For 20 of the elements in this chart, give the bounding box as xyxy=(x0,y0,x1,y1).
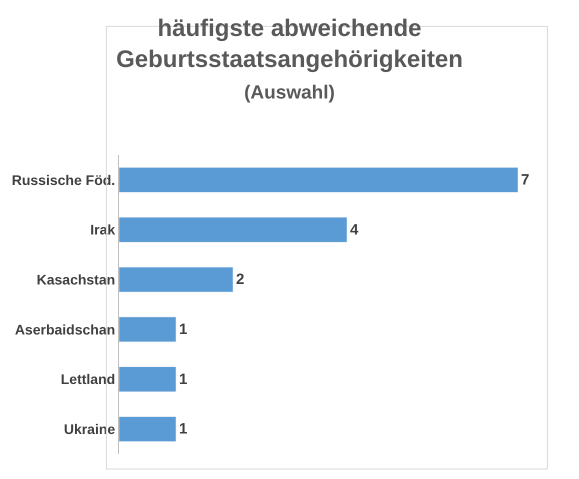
y-tick-label: Aserbaidschan xyxy=(14,321,116,338)
bar xyxy=(119,217,348,242)
bar xyxy=(119,167,518,193)
y-tick-label: Irak xyxy=(90,222,116,238)
y-tick-label: Lettland xyxy=(60,371,116,388)
data-label: 1 xyxy=(179,420,188,438)
data-label: 1 xyxy=(179,370,188,388)
bar xyxy=(119,366,176,392)
y-tick-label: Kasachstan xyxy=(36,271,116,288)
data-label: 1 xyxy=(179,320,188,338)
data-label: 4 xyxy=(350,221,359,238)
chart-subtitle: (Auswahl) xyxy=(244,82,335,104)
bar xyxy=(119,266,234,292)
y-tick-label: Russische Föd. xyxy=(12,172,116,188)
y-tick-label: Ukraine xyxy=(64,420,116,437)
bar xyxy=(119,416,176,442)
data-label: 7 xyxy=(521,171,530,188)
bar xyxy=(119,316,176,342)
chart-title: häufigste abweichende Geburtsstaatsangehörigkeiten xyxy=(116,14,463,74)
data-label: 2 xyxy=(236,271,244,288)
